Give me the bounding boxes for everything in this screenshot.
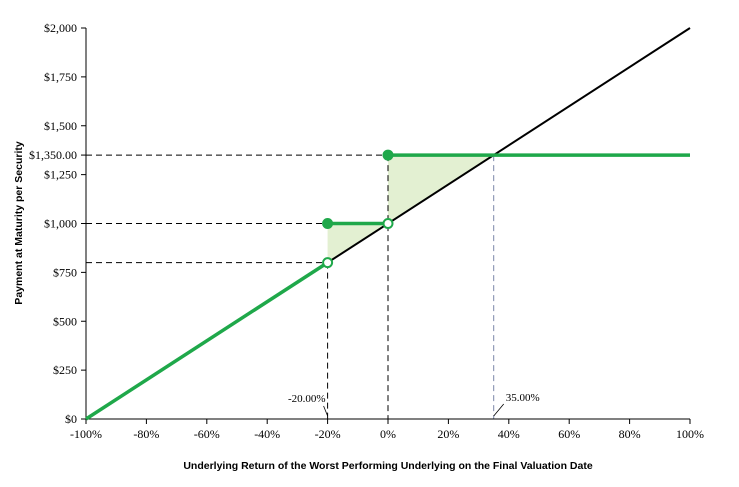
x-axis-title: Underlying Return of the Worst Performin… xyxy=(183,460,592,472)
y-tick-label: $750 xyxy=(53,265,77,279)
annotation-pointer xyxy=(493,403,505,417)
x-tick-label: 0% xyxy=(380,427,396,441)
y-tick-label: $1,000 xyxy=(44,217,77,231)
filled-marker xyxy=(322,218,334,229)
x-tick-label: 80% xyxy=(619,427,641,441)
x-tick-label: -60% xyxy=(194,427,220,441)
y-tick-label: $1,750 xyxy=(44,70,77,84)
x-tick-label: -80% xyxy=(133,427,159,441)
y-tick-label: $1,250 xyxy=(44,168,77,182)
filled-marker xyxy=(382,149,394,161)
annotations: -20.00% 35.00% xyxy=(288,392,540,417)
x-tick-label: -100% xyxy=(70,427,102,441)
y-tick-label: $500 xyxy=(53,314,77,328)
markers xyxy=(322,149,394,269)
x-tick-label: -40% xyxy=(254,427,280,441)
x-tick-label: 60% xyxy=(558,427,580,441)
y-axis-title: Payment at Maturity per Security xyxy=(13,141,25,305)
x-tick-label: 20% xyxy=(437,427,459,441)
y-tick-labels: $0 $250 $500 $750 $1,000 $1,250 $1,500 $1,750 $2… xyxy=(29,21,77,426)
open-marker xyxy=(322,257,334,269)
y-tick-label: $250 xyxy=(53,363,77,377)
y-tick-label: $0 xyxy=(65,412,77,426)
x-tick-labels: -100% -80% -60% -40% -20% 0% 20% 40% 60% 80% 100% xyxy=(70,427,704,441)
x-tick-label: 40% xyxy=(498,427,520,441)
x-tick-label: -20% xyxy=(315,427,341,441)
annotation-label: -20.00% xyxy=(288,393,326,405)
axes xyxy=(81,27,691,424)
open-marker xyxy=(382,218,394,229)
reference-lines xyxy=(86,154,495,419)
annotation-label: 35.00% xyxy=(506,392,540,404)
annotation-pointer xyxy=(323,405,328,417)
y-tick-label-extra: $1,350.00 xyxy=(29,148,77,162)
x-tick-label: 100% xyxy=(676,427,704,441)
y-tick-label: $2,000 xyxy=(44,21,77,35)
y-tick-label: $1,500 xyxy=(44,119,77,133)
security-segment-1 xyxy=(85,261,329,421)
